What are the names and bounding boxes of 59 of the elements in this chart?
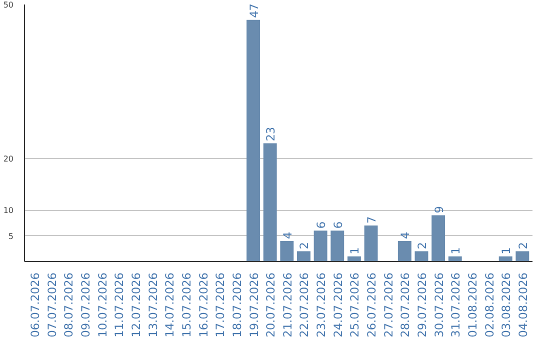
data-label: 6 xyxy=(330,221,345,229)
bar xyxy=(330,230,344,262)
x-tick-label: 22.07.2026 xyxy=(297,272,312,338)
x-tick-label: 31.07.2026 xyxy=(448,272,463,338)
bar xyxy=(516,251,530,262)
data-label: 2 xyxy=(414,242,429,250)
x-tick-label: 20.07.2026 xyxy=(264,272,278,338)
bar xyxy=(432,215,446,262)
data-label: 4 xyxy=(280,232,294,239)
data-label: 1 xyxy=(348,247,362,254)
x-tick-label: 13.07.2026 xyxy=(146,272,160,338)
x-tick-label: 18.07.2026 xyxy=(230,272,244,338)
data-label: 1 xyxy=(499,247,514,254)
x-tick-label: 23.07.2026 xyxy=(314,272,328,338)
x-tick-label: 15.07.2026 xyxy=(179,272,194,338)
data-label: 4 xyxy=(398,232,412,239)
x-tick-label: 27.07.2026 xyxy=(381,272,396,338)
x-tick-label: 21.07.2026 xyxy=(280,272,294,338)
x-tick-label: 25.07.2026 xyxy=(348,272,362,338)
x-tick-label: 03.08.2026 xyxy=(499,272,514,338)
bar xyxy=(314,230,328,262)
x-tick-label: 04.08.2026 xyxy=(516,272,530,338)
bar xyxy=(263,143,277,262)
x-tick-label: 02.08.2026 xyxy=(482,272,496,338)
x-tick-label: 28.07.2026 xyxy=(398,272,412,338)
data-label: 1 xyxy=(448,247,463,254)
bar xyxy=(398,240,412,262)
x-tick-label: 24.07.2026 xyxy=(330,272,345,338)
x-tick-label: 10.07.2026 xyxy=(95,272,110,338)
x-tick-label: 29.07.2026 xyxy=(414,272,429,338)
bar xyxy=(280,240,294,262)
x-tick-label: 11.07.2026 xyxy=(112,272,126,338)
data-label: 9 xyxy=(432,206,446,214)
x-tick-label: 09.07.2026 xyxy=(78,272,93,338)
data-label: 23 xyxy=(264,126,278,142)
x-tick-label: 26.07.2026 xyxy=(364,272,379,338)
y-tick-label: 50 xyxy=(3,0,14,10)
x-tick-label: 14.07.2026 xyxy=(162,272,177,338)
bar xyxy=(364,226,378,262)
bar xyxy=(246,20,260,262)
data-label: 6 xyxy=(314,221,328,229)
y-tick-label: 20 xyxy=(3,154,14,164)
bar xyxy=(297,251,310,262)
x-tick-label: 17.07.2026 xyxy=(213,272,228,338)
bar xyxy=(414,251,428,262)
x-tick-label: 06.07.2026 xyxy=(28,272,42,338)
data-label: 47 xyxy=(246,4,261,18)
x-tick-label: 19.07.2026 xyxy=(246,272,261,338)
data-label: 2 xyxy=(297,242,312,250)
x-tick-label: 07.07.2026 xyxy=(44,272,59,338)
x-tick-label: 30.07.2026 xyxy=(432,272,446,338)
x-tick-label: 08.07.2026 xyxy=(62,272,76,338)
x-tick-label: 16.07.2026 xyxy=(196,272,210,338)
data-label: 7 xyxy=(364,216,379,224)
y-tick-label: 10 xyxy=(3,206,14,216)
x-tick-label: 01.08.2026 xyxy=(465,272,480,338)
y-tick-label: 5 xyxy=(8,232,14,241)
x-tick-label: 12.07.2026 xyxy=(129,272,144,338)
data-label: 2 xyxy=(516,242,530,250)
